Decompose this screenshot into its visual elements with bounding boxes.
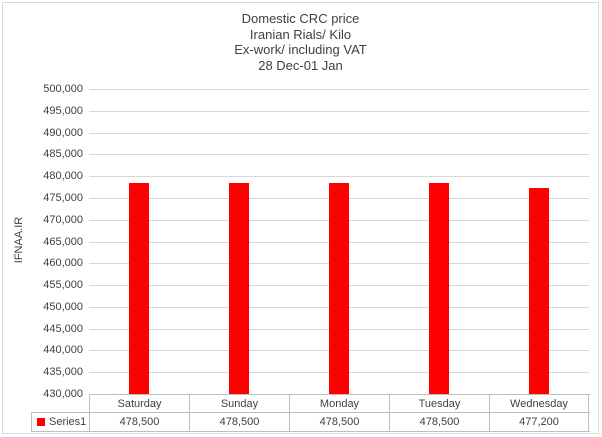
y-axis-tick-label: 490,000 [43, 126, 83, 139]
chart-title-line-4: 28 Dec-01 Jan [258, 57, 343, 73]
y-axis-tick-label: 435,000 [43, 366, 83, 379]
data-table-value-sunday: 478,500 [189, 413, 289, 431]
y-axis-tick-label: 470,000 [43, 213, 83, 226]
data-table-value-wednesday: 477,200 [489, 413, 589, 431]
y-axis-tick-label: 440,000 [43, 344, 83, 357]
chart-title: Domestic CRC price Iranian Rials/ Kilo E… [3, 11, 598, 73]
data-table-value-monday: 478,500 [289, 413, 389, 431]
bar-monday [329, 182, 349, 394]
y-axis-tick-label: 445,000 [43, 322, 83, 335]
y-axis-tick-label: 495,000 [43, 104, 83, 117]
gridline [89, 154, 589, 156]
y-axis-tick-label: 500,000 [43, 83, 83, 95]
gridline [89, 176, 589, 178]
legend-swatch-icon [37, 418, 45, 426]
chart-title-line-3: Ex-work/ including VAT [234, 42, 367, 57]
data-table-category-monday: Monday [289, 395, 389, 413]
bar-sunday [229, 182, 249, 394]
y-axis-tick-label: 475,000 [43, 191, 83, 204]
data-table-value-saturday: 478,500 [89, 413, 189, 431]
gridline [89, 89, 589, 90]
bar-tuesday [429, 182, 449, 394]
legend-cell: Series1 [31, 413, 89, 431]
gridline [89, 132, 589, 134]
y-axis-tick-label: 460,000 [43, 257, 83, 270]
data-table-category-sunday: Sunday [189, 395, 289, 413]
y-axis-tick-label: 430,000 [43, 388, 83, 400]
legend-series-name: Series1 [49, 416, 87, 428]
data-table-category-tuesday: Tuesday [389, 395, 489, 413]
data-table-header-row: Saturday Sunday Monday Tuesday Wednesday [89, 394, 590, 413]
bar-wednesday [529, 188, 549, 394]
y-axis-title: IFNAA.IR [13, 216, 25, 264]
chart-title-line-1: Domestic CRC price [241, 11, 360, 26]
y-axis-tick-label: 465,000 [43, 235, 83, 248]
data-table-category-wednesday: Wednesday [489, 395, 589, 413]
data-table-value-tuesday: 478,500 [389, 413, 489, 431]
bar-saturday [129, 182, 149, 394]
data-table-series-row: Series1 478,500 478,500 478,500 478,500 … [31, 412, 590, 432]
plot-area [89, 89, 589, 394]
y-axis-tick-label: 480,000 [43, 170, 83, 183]
y-axis-tick-label: 455,000 [43, 279, 83, 292]
data-table-category-saturday: Saturday [89, 395, 189, 413]
gridline [89, 110, 589, 112]
y-axis-tick-label: 450,000 [43, 300, 83, 313]
chart-title-line-2: Iranian Rials/ Kilo [249, 26, 352, 42]
y-axis-tick-label: 485,000 [43, 148, 83, 161]
